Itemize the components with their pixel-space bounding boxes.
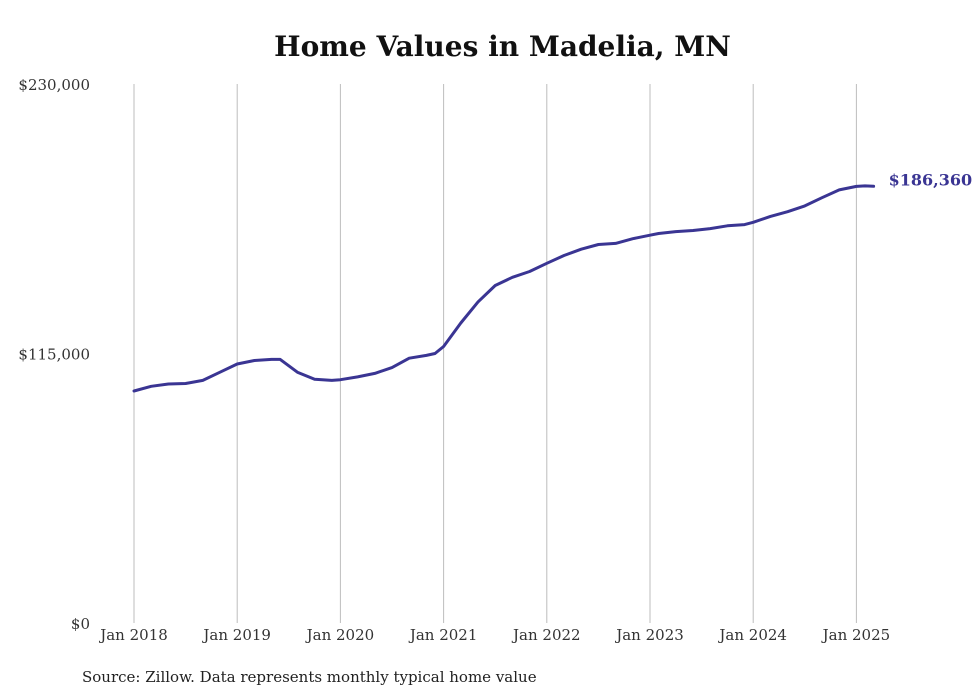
x-tick-label: Jan 2023 (614, 626, 684, 644)
y-tick-label: $115,000 (18, 346, 90, 364)
x-tick-label: Jan 2021 (408, 626, 478, 644)
x-tick-label: Jan 2018 (98, 626, 168, 644)
end-value-label: $186,360 (889, 170, 973, 189)
chart-title: Home Values in Madelia, MN (274, 30, 731, 63)
x-tick-label: Jan 2025 (821, 626, 891, 644)
x-axis-tick-labels: Jan 2018 Jan 2019 Jan 2020 Jan 2021 Jan 2022… (98, 626, 890, 644)
source-note: Source: Zillow. Data represents monthly … (82, 668, 537, 686)
series-line-home-value (132, 184, 876, 393)
x-tick-label: Jan 2019 (201, 626, 271, 644)
y-axis-tick-labels: $0 $115,000 $230,000 (18, 76, 90, 633)
gridlines (133, 84, 857, 623)
x-tick-label: Jan 2024 (717, 626, 787, 644)
x-tick-label: Jan 2022 (511, 626, 581, 644)
y-tick-label: $230,000 (18, 76, 90, 94)
x-tick-label: Jan 2020 (305, 626, 375, 644)
y-tick-label: $0 (71, 615, 90, 633)
